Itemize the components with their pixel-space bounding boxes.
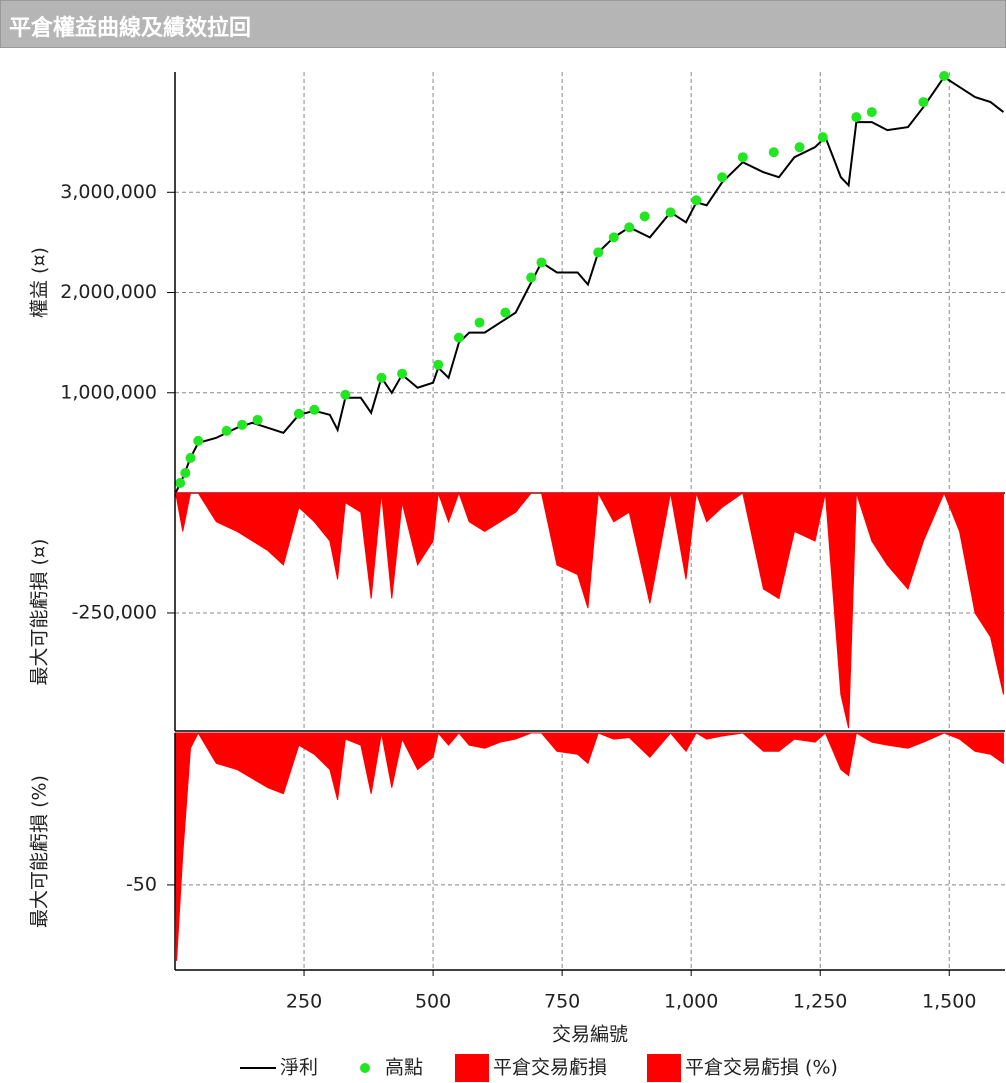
high-point [453,332,464,343]
high-point [624,222,635,233]
y-tick-label: -250,000 [72,601,157,623]
high-point [237,419,248,430]
y-tick-label: 3,000,000 [60,181,157,203]
legend-label: 平倉交易虧損 [493,1057,607,1079]
legend-label: 平倉交易虧損 (%) [685,1057,838,1079]
high-point [817,132,828,143]
x-tick-label: 1,250 [793,991,847,1013]
high-point [433,359,444,370]
y-tick-label: 1,000,000 [60,381,157,403]
legend-swatch [647,1054,681,1082]
header-title: 平倉權益曲線及績效拉回 [9,16,252,41]
high-point [252,414,263,425]
high-point [193,435,204,446]
high-point [939,71,950,82]
high-point [665,207,676,218]
high-point [397,368,408,379]
high-point [175,477,186,488]
high-point [639,211,650,222]
high-point [851,112,862,123]
high-point [185,452,196,463]
x-tick-label: 1,000 [664,991,718,1013]
high-point [608,232,619,243]
high-point [474,317,485,328]
high-point [293,408,304,419]
x-axis-label: 交易編號 [552,1024,628,1046]
header: 平倉權益曲線及績效拉回 [0,0,1006,48]
high-point [536,257,547,268]
high-point [918,97,929,108]
high-point [526,272,537,283]
equity-line [174,75,1005,494]
drawdown-area [174,491,1004,729]
high-point [221,425,232,436]
high-point [309,404,320,415]
high-point [737,152,748,163]
legend-label: 高點 [385,1057,423,1079]
high-point [717,172,728,183]
high-point [180,467,191,478]
high-point [768,147,779,158]
high-point [340,389,351,400]
x-tick-label: 1,500 [922,991,976,1013]
legend-label: 淨利 [280,1057,318,1079]
drawdown-area [174,731,1004,961]
y-axis-label: 最大可能虧損 (%) [29,775,51,928]
y-axis-label: 最大可能虧損 (¤) [29,539,51,686]
high-point [593,247,604,258]
high-point [500,307,511,318]
legend-swatch [455,1054,489,1082]
y-tick-label: -50 [126,873,157,895]
high-point [794,142,805,153]
high-point [866,107,877,118]
legend-swatch [360,1063,370,1073]
y-axis-label: 權益 (¤) [29,247,51,318]
x-tick-label: 750 [544,991,580,1013]
x-tick-label: 250 [286,991,322,1013]
y-tick-label: 2,000,000 [60,281,157,303]
high-point [376,372,387,383]
x-tick-label: 500 [415,991,451,1013]
high-point [691,195,702,206]
